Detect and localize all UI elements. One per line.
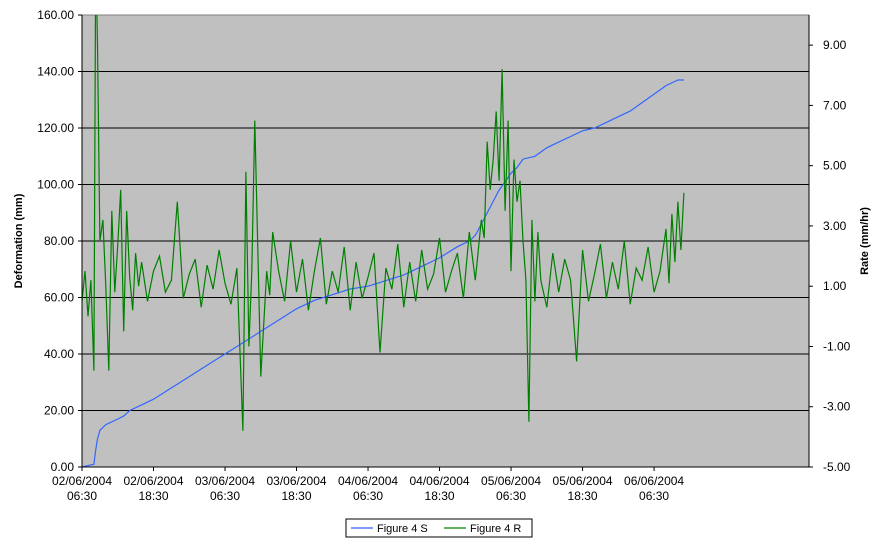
y2-tick-label: -3.00 <box>823 400 851 414</box>
y-axis-left-ticks: 0.00 20.00 40.00 60.00 80.00 100.00 120.00 140.… <box>37 8 82 474</box>
x-tick-time: 18:30 <box>282 489 312 503</box>
y2-tick-label: 5.00 <box>823 159 847 173</box>
y2-tick-label: -1.00 <box>823 339 851 353</box>
series-line-figure-4-r <box>82 15 685 431</box>
legend-label-r: Figure 4 R <box>470 523 521 535</box>
x-tick-date: 05/06/2004 <box>481 474 541 488</box>
y-axis-title: Deformation (mm) <box>13 193 25 288</box>
x-tick-date: 03/06/2004 <box>195 474 255 488</box>
x-tick-time: 06:30 <box>496 489 526 503</box>
y-tick-label: 80.00 <box>44 234 74 248</box>
y-tick-label: 40.00 <box>44 347 74 361</box>
x-tick-time: 18:30 <box>568 489 598 503</box>
x-tick-time: 06:30 <box>353 489 383 503</box>
x-tick-date: 06/06/2004 <box>624 474 684 488</box>
x-tick-time: 18:30 <box>138 489 168 503</box>
x-tick-time: 06:30 <box>210 489 240 503</box>
series-lines <box>82 15 685 467</box>
x-tick-time: 06:30 <box>639 489 669 503</box>
y2-tick-label: 9.00 <box>823 38 847 52</box>
y-tick-label: 20.00 <box>44 404 74 418</box>
x-tick-date: 05/06/2004 <box>553 474 613 488</box>
y2-axis-title: Rate (mm/hr) <box>859 207 871 275</box>
gridlines <box>82 71 809 411</box>
x-tick-time: 06:30 <box>67 489 97 503</box>
x-axis-ticks: 02/06/200406:3002/06/200418:3003/06/2004… <box>52 467 684 503</box>
y-tick-label: 100.00 <box>37 178 74 192</box>
x-tick-date: 04/06/2004 <box>410 474 470 488</box>
x-tick-date: 02/06/2004 <box>123 474 183 488</box>
x-tick-date: 04/06/2004 <box>338 474 398 488</box>
y-axis-right-ticks: -5.00 -3.00 -1.00 1.00 3.00 5.00 7.00 9.00 <box>809 38 851 474</box>
y2-tick-label: -5.00 <box>823 460 851 474</box>
y-tick-label: 0.00 <box>51 460 75 474</box>
y-tick-label: 160.00 <box>37 8 74 22</box>
x-tick-date: 03/06/2004 <box>266 474 326 488</box>
x-tick-time: 18:30 <box>425 489 455 503</box>
series-line-figure-4-s <box>82 79 684 467</box>
legend: Figure 4 S Figure 4 R <box>345 518 533 538</box>
legend-box <box>345 518 533 538</box>
y2-tick-label: 3.00 <box>823 219 847 233</box>
y2-tick-label: 7.00 <box>823 98 847 112</box>
legend-label-s: Figure 4 S <box>377 523 428 535</box>
x-tick-date: 02/06/2004 <box>52 474 112 488</box>
y-tick-label: 140.00 <box>37 65 74 79</box>
y-tick-label: 120.00 <box>37 121 74 135</box>
y2-tick-label: 1.00 <box>823 279 847 293</box>
y-tick-label: 60.00 <box>44 291 74 305</box>
